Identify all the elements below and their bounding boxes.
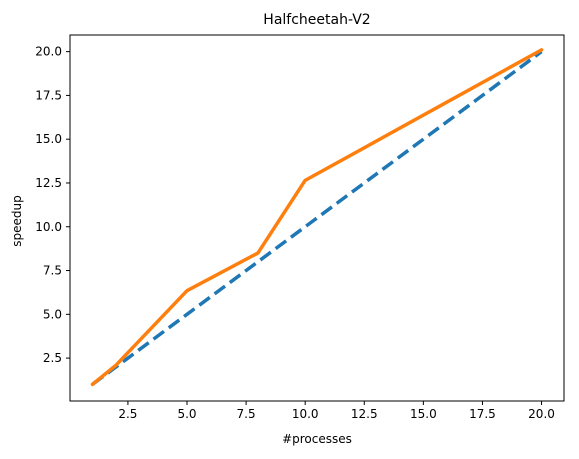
x-tick-label: 20.0: [528, 407, 555, 421]
y-tick-label: 12.5: [35, 176, 62, 190]
series-line-2: [90, 48, 544, 387]
x-tick-label: 5.0: [177, 407, 196, 421]
axes-frame: [69, 34, 565, 402]
y-tick-label: 15.0: [35, 132, 62, 146]
chart-title: Halfcheetah-V2: [263, 12, 370, 28]
y-tick-label: 20.0: [35, 45, 62, 59]
x-tick-label: 10.0: [292, 407, 319, 421]
y-tick-label: 5.0: [43, 307, 62, 321]
y-axis-label: speedup: [10, 195, 24, 246]
y-tick-label: 10.0: [35, 220, 62, 234]
y-tick-label: 2.5: [43, 351, 62, 365]
x-tick-label: 15.0: [410, 407, 437, 421]
x-tick-label: 7.5: [237, 407, 256, 421]
x-axis-label: #processes: [282, 432, 352, 446]
x-tick-label: 2.5: [118, 407, 137, 421]
plot-area: [90, 48, 544, 387]
x-tick-label: 17.5: [469, 407, 496, 421]
y-tick-label: 17.5: [35, 88, 62, 102]
axes: 2.5 5.0 7.5 10.0 12.5 15.0 17.5 20.0 2.5 5.0 7.5 10…: [35, 34, 565, 421]
x-tick-label: 12.5: [351, 407, 378, 421]
y-tick-label: 7.5: [43, 264, 62, 278]
